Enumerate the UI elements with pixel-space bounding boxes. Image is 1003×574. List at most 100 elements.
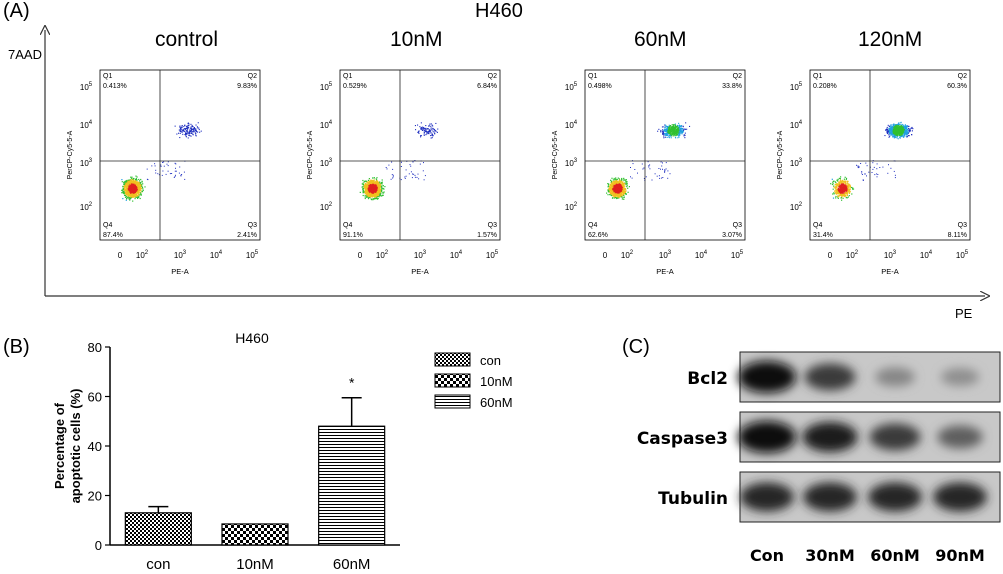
flow-dot [610,182,612,184]
flow-dot [362,182,364,184]
flow-dot [677,134,679,136]
flow-dot [642,168,644,170]
flow-dot [609,194,611,196]
flow-dot [845,180,847,182]
flow-dot [142,188,144,190]
flow-dot [643,167,645,169]
flow-dot [654,173,656,175]
flow-dot [427,131,429,133]
flow-dot [611,187,613,190]
flow-dot [190,123,192,125]
flow-dot [160,164,162,166]
flow-y-tick: 105 [565,82,578,92]
flow-dot [367,194,369,196]
flow-dot [379,184,381,186]
flow-dot [138,192,140,194]
flow-dot [846,192,848,194]
flow-dot [130,177,133,179]
flow-dot [671,130,673,132]
flow-dot [135,190,137,192]
flow-dot [127,186,129,188]
flow-dot [627,191,629,193]
flow-dot [662,133,664,135]
flow-dot [416,176,418,178]
flow-dot [182,129,184,131]
flow-dot [379,181,381,183]
quadrant-label-q3: Q3 [733,222,742,229]
flow-dot [136,184,138,187]
flow-dot [667,131,669,133]
flow-dot [121,192,123,194]
flow-dot [371,191,373,193]
flow-x-tick-exponent: 2 [630,250,634,256]
flow-dots [121,122,202,202]
flow-dot [613,194,615,196]
flow-dot [674,133,676,135]
flow-dot [126,192,129,195]
flow-dot [138,196,140,199]
flow-dot [365,180,367,182]
flow-dot [382,192,384,194]
flow-dot [838,196,840,198]
flow-dot [140,191,142,193]
flow-dot [662,162,663,164]
flow-y-tick: 105 [80,82,93,92]
flow-dot [189,127,191,129]
flow-x-axis-label: PE-A [171,267,189,276]
flow-dot [131,195,133,197]
flow-dots [830,121,914,201]
flow-dot [837,193,839,195]
flow-y-tick: 103 [320,158,333,168]
flow-dot [377,186,379,188]
flow-dot [613,189,615,191]
flow-dot [124,180,126,183]
flow-dot [134,180,136,182]
flow-dot [374,186,376,188]
flow-dot [379,188,381,190]
flow-dot [670,135,672,137]
flow-dot [414,174,416,176]
flow-dot [614,196,616,198]
flow-dot [365,189,367,191]
flow-dot [613,187,615,189]
flow-dot [191,126,193,128]
flow-dot [620,188,622,190]
flow-dot [175,170,177,172]
flow-dot [375,190,377,193]
flow-dot [619,194,621,196]
flow-dot [849,184,851,186]
flow-dot [366,188,368,190]
flow-dot [400,179,402,181]
flow-dot [180,129,182,131]
flow-dot [837,196,839,198]
flow-dot [134,196,136,198]
flow-dot [369,190,371,192]
flow-dot [371,186,373,188]
flow-dot [185,126,187,128]
flow-dot [126,185,128,188]
flow-dot [392,177,394,179]
flow-dot [135,188,137,190]
flow-dot [378,190,380,192]
flow-dot [179,127,181,129]
flow-dot [129,179,131,181]
flow-dot [369,194,371,196]
flow-dot [196,126,198,128]
flow-dot [128,179,130,181]
quadrant-value-q1: 0.413% [103,83,127,90]
flow-dot [131,190,133,192]
flow-dot [126,184,128,187]
flow-dot [127,184,129,186]
flow-dot [617,183,619,185]
flow-dot [378,193,380,195]
flow-dot [615,188,617,190]
flow-dot [139,182,141,184]
flow-dot [167,161,169,163]
flow-dot [373,198,375,200]
flow-dot [187,127,189,129]
flow-dot [612,185,614,187]
flow-dot [141,185,143,187]
flow-dot [615,195,617,197]
flow-dot [184,128,186,130]
